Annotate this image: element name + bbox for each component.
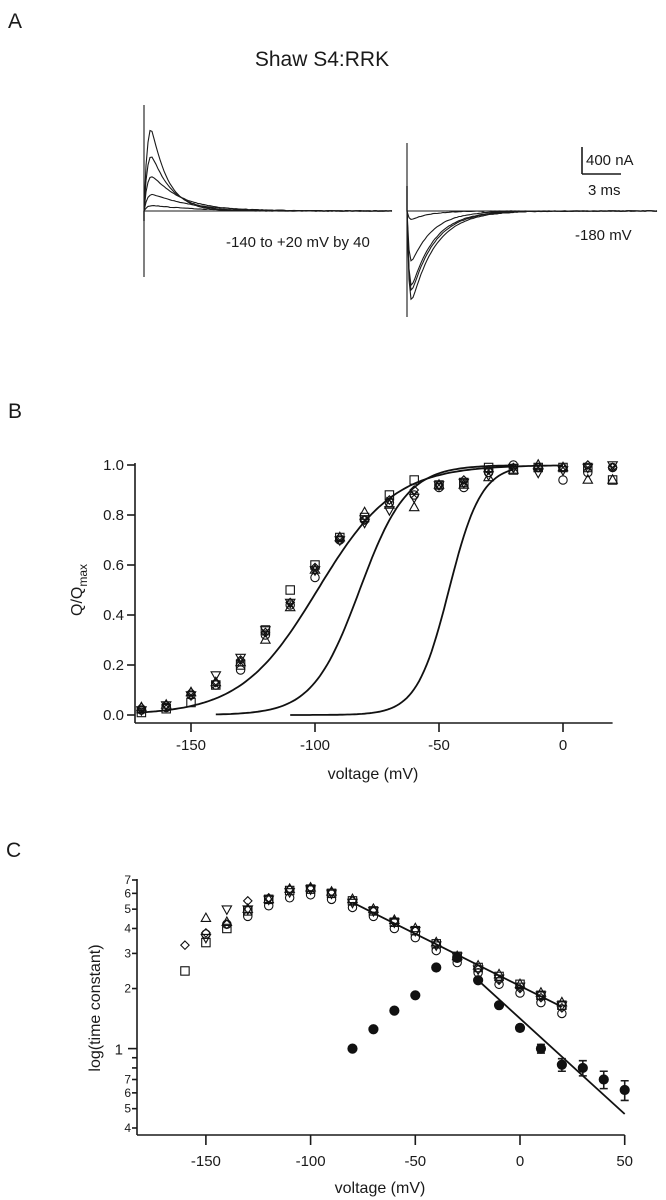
data-point-filled-circle bbox=[494, 1001, 503, 1010]
annotation-step-range: -140 to +20 mV by 40 bbox=[226, 234, 370, 251]
data-point-triangle-up bbox=[583, 475, 592, 483]
data-point-square bbox=[286, 586, 294, 594]
data-point-filled-circle bbox=[348, 1044, 357, 1053]
data-point-filled-circle bbox=[369, 1025, 378, 1034]
data-point-filled-circle bbox=[474, 976, 483, 985]
data-point-filled-circle bbox=[515, 1023, 524, 1032]
y-minor-tick-label-c: 5 bbox=[124, 1102, 131, 1116]
data-point-filled-circle bbox=[536, 1044, 545, 1053]
x-tick-label-c: -50 bbox=[404, 1153, 426, 1170]
data-point-filled-circle bbox=[432, 963, 441, 972]
x-tick-label-c: -100 bbox=[296, 1153, 326, 1170]
data-point-triangle-up bbox=[360, 507, 369, 515]
y-minor-tick-label-c: 5 bbox=[124, 902, 131, 916]
x-tick-label-c: -150 bbox=[191, 1153, 221, 1170]
panel-label-a: A bbox=[8, 10, 22, 33]
y-minor-tick-label-c: 2 bbox=[124, 982, 131, 996]
panel-b: B 0.0 0.2 0.4 0.6 0.8 1.0 -150 -100 -50 0 voltage… bbox=[8, 400, 617, 783]
panel-label-b: B bbox=[8, 400, 22, 423]
y-axis-label-b-main: Q/Q bbox=[69, 587, 86, 616]
traces-left bbox=[144, 105, 392, 277]
y-minor-tick-label-c: 7 bbox=[124, 873, 131, 887]
x-tick-label-b: 0 bbox=[559, 737, 567, 754]
y-minor-tick-label-c: 6 bbox=[124, 886, 131, 900]
fits-b bbox=[136, 465, 563, 715]
y-tick-label-b: 0.0 bbox=[103, 707, 124, 724]
axes-c: 14567234567-150 -100 -50 0 50 bbox=[115, 873, 633, 1170]
y-axis-label-b: Q/Qmax bbox=[69, 564, 90, 616]
data-point-diamond bbox=[181, 941, 189, 949]
x-tick-label-b: -50 bbox=[428, 737, 450, 754]
boltzmann-fit-curve bbox=[216, 465, 514, 714]
data-point-filled-circle bbox=[557, 1060, 566, 1069]
y-tick-label-b: 0.4 bbox=[103, 607, 124, 624]
points-c bbox=[181, 883, 630, 1101]
y-axis-label-b-sub: max bbox=[76, 564, 90, 587]
y-tick-label-b: 0.6 bbox=[103, 557, 124, 574]
data-point-circle bbox=[559, 476, 567, 484]
scale-bar-time-label: 3 ms bbox=[588, 182, 621, 199]
annotation-return-potential: -180 mV bbox=[575, 227, 632, 244]
y-major-tick-label-c: 1 bbox=[115, 1042, 123, 1059]
boltzmann-fit-curve bbox=[290, 470, 513, 716]
panel-a: A Shaw S4:RRK -140 to +20 mV by 40 -180 … bbox=[8, 10, 657, 317]
y-minor-tick-label-c: 4 bbox=[124, 921, 131, 935]
data-point-filled-circle bbox=[411, 991, 420, 1000]
x-axis-label-b: voltage (mV) bbox=[328, 766, 419, 783]
panel-c: C 14567234567-150 -100 -50 0 50 voltage (mV)… bbox=[6, 839, 633, 1197]
x-tick-label-b: -100 bbox=[300, 737, 330, 754]
x-tick-label-c: 0 bbox=[516, 1153, 524, 1170]
y-minor-tick-label-c: 4 bbox=[124, 1121, 131, 1135]
data-point-filled-circle bbox=[620, 1085, 629, 1094]
y-minor-tick-label-c: 3 bbox=[124, 946, 131, 960]
data-point-filled-circle bbox=[599, 1075, 608, 1084]
x-tick-label-c: 50 bbox=[616, 1153, 633, 1170]
y-tick-label-b: 1.0 bbox=[103, 457, 124, 474]
figure: A Shaw S4:RRK -140 to +20 mV by 40 -180 … bbox=[0, 0, 666, 1200]
data-point-triangle-down bbox=[222, 906, 231, 914]
data-point-filled-circle bbox=[453, 953, 462, 962]
gating-current-trace bbox=[144, 177, 392, 221]
scale-bar-current-label: 400 nA bbox=[586, 152, 634, 169]
y-tick-label-b: 0.2 bbox=[103, 657, 124, 674]
y-minor-tick-label-c: 7 bbox=[124, 1073, 131, 1087]
data-point-triangle-up bbox=[201, 913, 210, 921]
y-minor-tick-label-c: 6 bbox=[124, 1086, 131, 1100]
x-axis-label-c: voltage (mV) bbox=[335, 1180, 426, 1197]
data-point-circle bbox=[236, 666, 244, 674]
panel-label-c: C bbox=[6, 839, 21, 862]
data-point-square bbox=[181, 967, 189, 975]
axes-b: 0.0 0.2 0.4 0.6 0.8 1.0 -150 -100 -50 0 bbox=[103, 457, 612, 754]
y-axis-label-c: log(time constant) bbox=[87, 944, 104, 1071]
x-tick-label-b: -150 bbox=[176, 737, 206, 754]
data-point-cross bbox=[411, 492, 417, 498]
boltzmann-fit-curve bbox=[136, 465, 563, 712]
y-tick-label-b: 0.8 bbox=[103, 507, 124, 524]
panel-a-title: Shaw S4:RRK bbox=[255, 48, 389, 71]
scale-bar: 400 nA 3 ms bbox=[582, 147, 634, 199]
points-b bbox=[137, 460, 618, 717]
data-point-filled-circle bbox=[390, 1006, 399, 1015]
gating-current-trace bbox=[144, 206, 392, 221]
data-point-filled-circle bbox=[578, 1063, 587, 1072]
